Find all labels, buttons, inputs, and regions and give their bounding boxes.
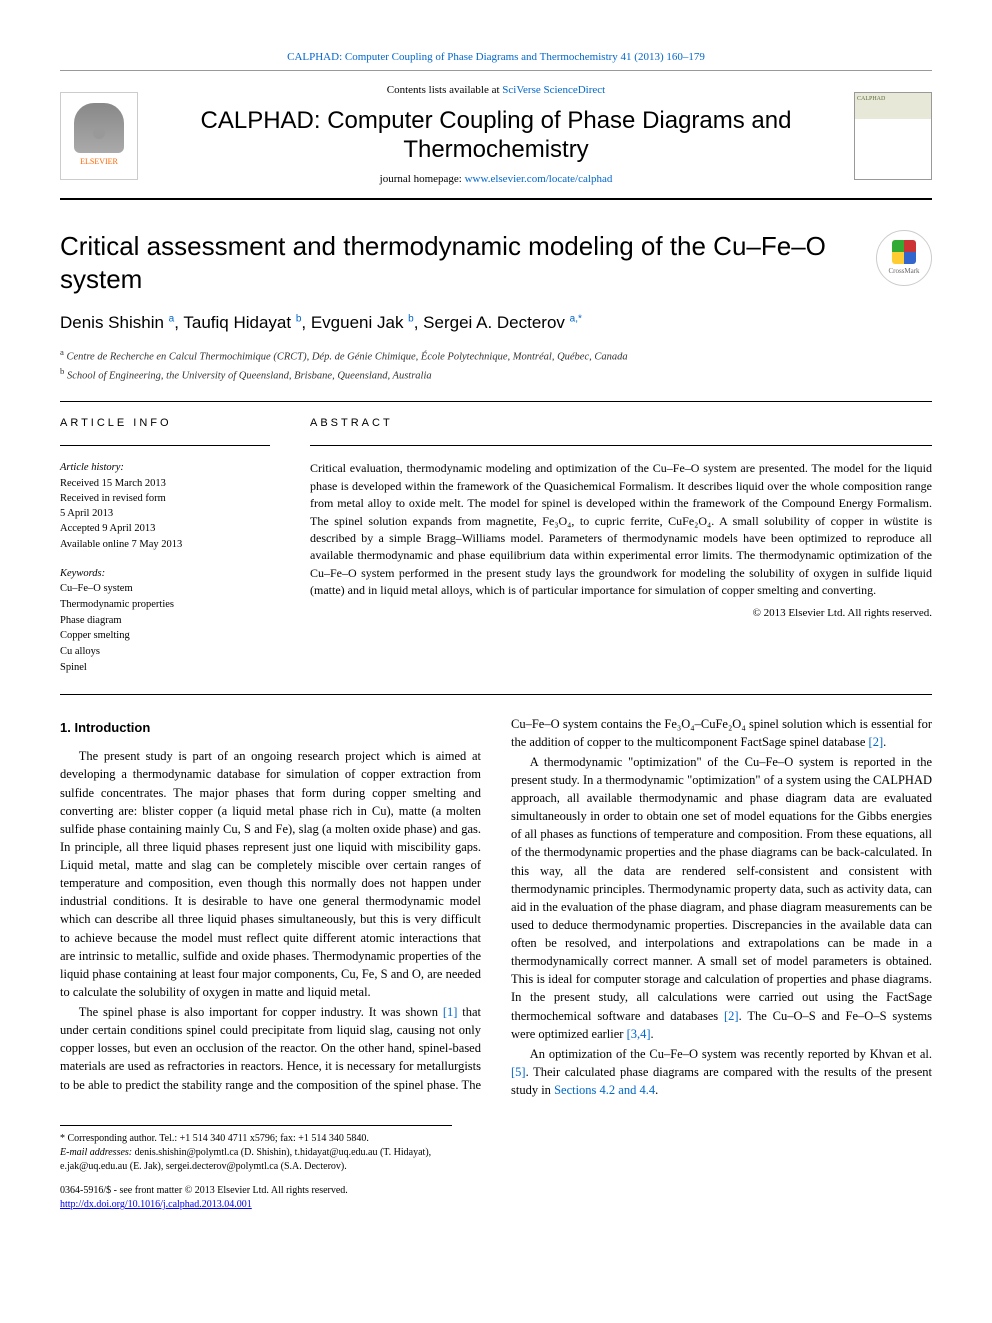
abstract-column: ABSTRACT Critical evaluation, thermodyna… — [310, 416, 932, 676]
contents-available-line: Contents lists available at SciVerse Sci… — [156, 83, 836, 99]
cover-badge-text: CALPHAD — [857, 96, 885, 102]
history-line: Received 15 March 2013 — [60, 476, 270, 491]
email-label: E-mail addresses: — [60, 1147, 135, 1158]
publisher-logo: ELSEVIER — [60, 92, 138, 180]
reference-link[interactable]: [5] — [511, 1065, 526, 1079]
running-head: CALPHAD: Computer Coupling of Phase Diag… — [60, 50, 932, 71]
keywords-block: Keywords: Cu–Fe–O systemThermodynamic pr… — [60, 566, 270, 676]
journal-cover-thumbnail: CALPHAD — [854, 92, 932, 180]
keyword-item: Copper smelting — [60, 628, 270, 644]
affiliations: a Centre de Recherche en Calcul Thermoch… — [60, 346, 932, 385]
history-line: 5 April 2013 — [60, 506, 270, 521]
abstract-label: ABSTRACT — [310, 416, 932, 432]
history-line: Received in revised form — [60, 491, 270, 506]
keyword-item: Spinel — [60, 660, 270, 676]
reference-link[interactable]: [2] — [869, 735, 884, 749]
article-title: Critical assessment and thermodynamic mo… — [60, 230, 856, 295]
issn-line: 0364-5916/$ - see front matter © 2013 El… — [60, 1184, 932, 1198]
corresponding-author-footnote: * Corresponding author. Tel.: +1 514 340… — [60, 1125, 452, 1174]
body-paragraph: A thermodynamic "optimization" of the Cu… — [511, 753, 932, 1043]
email-addresses-line: E-mail addresses: denis.shishin@polymtl.… — [60, 1146, 452, 1174]
journal-homepage-line: journal homepage: www.elsevier.com/locat… — [156, 172, 836, 188]
author-list: Denis Shishin a, Taufiq Hidayat b, Evgue… — [60, 311, 932, 336]
publisher-logo-text: ELSEVIER — [80, 156, 118, 168]
masthead: ELSEVIER Contents lists available at Sci… — [60, 83, 932, 200]
affiliation-line: a Centre de Recherche en Calcul Thermoch… — [60, 346, 932, 365]
journal-homepage-link[interactable]: www.elsevier.com/locate/calphad — [465, 173, 613, 185]
crossmark-label: CrossMark — [888, 266, 919, 276]
article-info-sidebar: ARTICLE INFO Article history: Received 1… — [60, 416, 270, 676]
reference-link[interactable]: [3,4] — [627, 1027, 651, 1041]
body-paragraph: The present study is part of an ongoing … — [60, 747, 481, 1001]
keywords-label: Keywords: — [60, 566, 270, 581]
body-paragraph: An optimization of the Cu–Fe–O system wa… — [511, 1045, 932, 1099]
affiliation-line: b School of Engineering, the University … — [60, 365, 932, 384]
divider — [60, 401, 932, 402]
section-heading-introduction: 1. Introduction — [60, 719, 481, 738]
history-line: Available online 7 May 2013 — [60, 537, 270, 552]
reference-link[interactable]: [1] — [443, 1005, 458, 1019]
section-crossref-link[interactable]: Sections 4.2 and 4.4 — [554, 1083, 655, 1097]
keyword-item: Cu–Fe–O system — [60, 581, 270, 597]
crossmark-icon — [892, 240, 916, 264]
article-info-label: ARTICLE INFO — [60, 416, 270, 432]
history-label: Article history: — [60, 460, 270, 475]
elsevier-tree-icon — [74, 103, 124, 153]
corresponding-note: * Corresponding author. Tel.: +1 514 340… — [60, 1132, 452, 1146]
crossmark-badge[interactable]: CrossMark — [876, 230, 932, 286]
masthead-center: Contents lists available at SciVerse Sci… — [156, 83, 836, 188]
reference-link[interactable]: [2] — [724, 1009, 739, 1023]
homepage-prefix: journal homepage: — [380, 173, 465, 185]
footer-meta: 0364-5916/$ - see front matter © 2013 El… — [60, 1184, 932, 1212]
title-block: Critical assessment and thermodynamic mo… — [60, 230, 932, 295]
divider — [60, 445, 270, 446]
abstract-text: Critical evaluation, thermodynamic model… — [310, 460, 932, 599]
keyword-item: Thermodynamic properties — [60, 597, 270, 613]
article-history: Article history: Received 15 March 2013R… — [60, 460, 270, 551]
journal-name: CALPHAD: Computer Coupling of Phase Diag… — [156, 107, 836, 165]
article-info-row: ARTICLE INFO Article history: Received 1… — [60, 416, 932, 676]
keyword-item: Phase diagram — [60, 613, 270, 629]
divider — [60, 694, 932, 695]
keyword-item: Cu alloys — [60, 644, 270, 660]
abstract-copyright: © 2013 Elsevier Ltd. All rights reserved… — [310, 606, 932, 622]
contents-prefix: Contents lists available at — [387, 84, 502, 96]
article-body: 1. Introduction The present study is par… — [60, 715, 932, 1100]
sciencedirect-link[interactable]: SciVerse ScienceDirect — [502, 84, 605, 96]
doi-link[interactable]: http://dx.doi.org/10.1016/j.calphad.2013… — [60, 1199, 252, 1210]
history-line: Accepted 9 April 2013 — [60, 521, 270, 536]
divider — [310, 445, 932, 446]
